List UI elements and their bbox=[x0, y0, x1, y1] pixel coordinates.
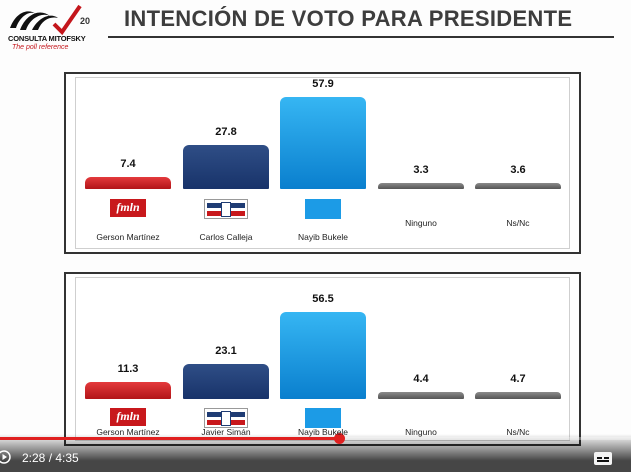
gana-logo-chart2 bbox=[305, 408, 341, 428]
category-label-chart2-javier-siman: Javier Simán bbox=[201, 427, 251, 437]
anniversary-badge: 20 bbox=[80, 16, 91, 26]
page-title: INTENCIÓN DE VOTO PARA PRESIDENTE bbox=[124, 6, 573, 31]
value-label-chart1-carlos-calleja: 27.8 bbox=[215, 126, 237, 138]
bar-chart1-ns-nc bbox=[475, 183, 561, 189]
value-label-chart1-ns-nc: 3.6 bbox=[510, 164, 526, 176]
category-label-chart2-ninguno: Ninguno bbox=[405, 427, 437, 437]
progress-bar[interactable] bbox=[0, 433, 631, 444]
logo-tagline: The poll reference bbox=[12, 44, 69, 51]
captions-icon[interactable] bbox=[594, 452, 612, 465]
category-label-chart1-ninguno: Ninguno bbox=[405, 218, 437, 228]
arena-logo-chart1 bbox=[204, 199, 248, 219]
play-icon[interactable] bbox=[0, 450, 11, 464]
value-label-chart2-ninguno: 4.4 bbox=[413, 373, 429, 385]
title-divider bbox=[108, 36, 614, 38]
fmln-logo-chart2: fmln bbox=[110, 408, 146, 426]
value-label-chart2-gerson-martinez: 11.3 bbox=[117, 363, 139, 375]
bar-chart2-nayib-bukele bbox=[280, 312, 366, 399]
value-label-chart2-javier-siman: 23.1 bbox=[215, 345, 237, 357]
bar-chart1-carlos-calleja bbox=[183, 145, 269, 189]
logo-brand-name: CONSULTA MITOFSKY bbox=[8, 34, 86, 43]
value-label-chart2-nayib-bukele: 56.5 bbox=[312, 293, 334, 305]
value-label-chart1-ninguno: 3.3 bbox=[413, 164, 429, 176]
category-label-chart1-ns-nc: Ns/Nc bbox=[506, 218, 530, 228]
category-label-chart2-nayib-bukele: Nayib Bukele bbox=[297, 427, 349, 437]
bar-chart1-ninguno bbox=[378, 183, 464, 189]
bar-chart2-ns-nc bbox=[475, 392, 561, 399]
arena-logo-chart2 bbox=[204, 408, 248, 428]
progress-scrubber[interactable] bbox=[334, 433, 346, 444]
value-label-chart2-ns-nc: 4.7 bbox=[510, 373, 526, 385]
playback-time: 2:28 / 4:35 bbox=[22, 451, 79, 465]
bar-chart1-gerson-martinez bbox=[85, 177, 171, 189]
bar-chart2-javier-siman bbox=[183, 364, 269, 399]
bar-chart2-ninguno bbox=[378, 392, 464, 399]
category-label-chart2-ns-nc: Ns/Nc bbox=[506, 427, 530, 437]
mitofsky-emblem-icon bbox=[10, 4, 82, 36]
bar-chart2-gerson-martinez bbox=[85, 382, 171, 399]
category-label-chart1-carlos-calleja: Carlos Calleja bbox=[199, 232, 253, 242]
category-label-chart2-gerson-martinez: Gerson Martínez bbox=[96, 427, 160, 437]
progress-fill bbox=[0, 437, 340, 440]
fmln-logo-chart1: fmln bbox=[110, 199, 146, 217]
chart-panel-2 bbox=[64, 272, 581, 446]
video-player-controls bbox=[0, 434, 631, 472]
value-label-chart1-nayib-bukele: 57.9 bbox=[312, 78, 334, 90]
category-label-chart1-gerson-martinez: Gerson Martínez bbox=[96, 232, 160, 242]
bar-chart1-nayib-bukele bbox=[280, 97, 366, 189]
consulta-mitofsky-logo: 20 CONSULTA MITOFSKY The poll reference bbox=[6, 2, 96, 56]
value-label-chart1-gerson-martinez: 7.4 bbox=[120, 158, 136, 170]
gana-logo-chart1 bbox=[305, 199, 341, 219]
category-label-chart1-nayib-bukele: Nayib Bukele bbox=[297, 232, 349, 242]
